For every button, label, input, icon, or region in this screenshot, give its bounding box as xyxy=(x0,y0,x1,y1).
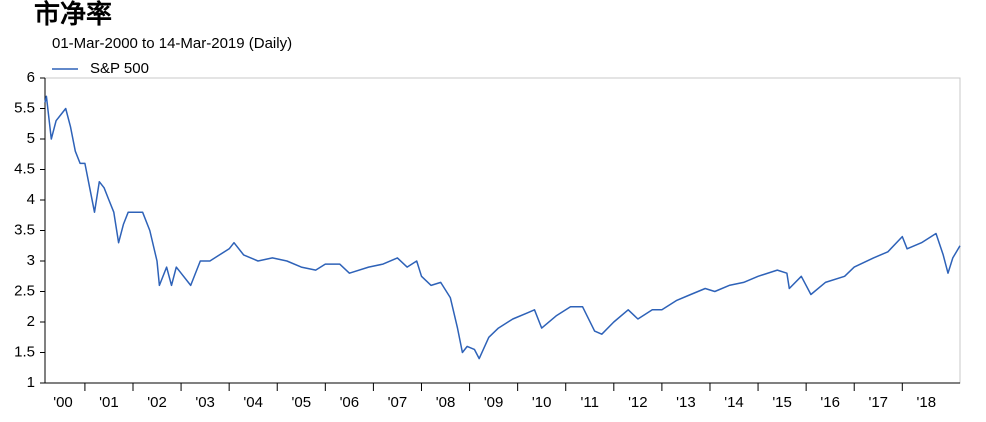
x-tick-label: '05 xyxy=(291,394,311,411)
y-tick-label: 2.5 xyxy=(14,282,35,299)
x-tick-label: '02 xyxy=(147,394,167,411)
y-tick-label: 3 xyxy=(27,252,35,269)
x-tick-label: '07 xyxy=(388,394,408,411)
x-tick-label: '10 xyxy=(532,394,552,411)
x-tick-label: '01 xyxy=(99,394,119,411)
x-tick-label: '14 xyxy=(724,394,744,411)
x-tick-label: '06 xyxy=(340,394,360,411)
y-tick-label: 4.5 xyxy=(14,160,35,177)
legend-label: S&P 500 xyxy=(90,60,149,77)
chart-title: 市净率 xyxy=(34,0,112,29)
x-tick-label: '15 xyxy=(772,394,792,411)
y-tick-label: 4 xyxy=(27,191,35,208)
x-tick-label: '09 xyxy=(484,394,504,411)
y-tick-label: 5 xyxy=(27,130,35,147)
x-tick-label: '13 xyxy=(676,394,696,411)
x-tick-label: '12 xyxy=(628,394,648,411)
x-tick-label: '17 xyxy=(868,394,888,411)
x-tick-label: '08 xyxy=(436,394,456,411)
y-tick-label: 5.5 xyxy=(14,99,35,116)
x-tick-label: '04 xyxy=(243,394,263,411)
y-tick-label: 1 xyxy=(27,374,35,391)
y-tick-label: 6 xyxy=(27,69,35,86)
x-tick-label: '16 xyxy=(820,394,840,411)
x-tick-label: '03 xyxy=(195,394,215,411)
y-tick-label: 1.5 xyxy=(14,343,35,360)
x-tick-label: '11 xyxy=(581,394,599,411)
data-line xyxy=(44,95,961,360)
x-tick-label: '00 xyxy=(53,394,73,411)
y-tick-label: 3.5 xyxy=(14,221,35,238)
plot-frame xyxy=(44,77,961,384)
y-tick-label: 2 xyxy=(27,313,35,330)
x-tick-label: '18 xyxy=(917,394,937,411)
chart-subtitle: 01-Mar-2000 to 14-Mar-2019 (Daily) xyxy=(52,35,292,52)
